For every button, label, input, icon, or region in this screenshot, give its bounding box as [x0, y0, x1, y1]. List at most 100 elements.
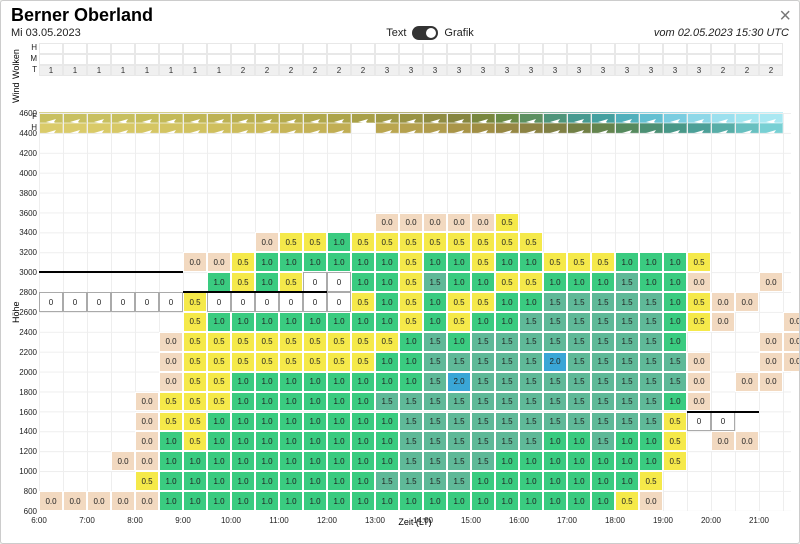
altitude-tick: 1200	[11, 447, 37, 456]
clouds-cell	[423, 43, 447, 54]
heat-cell: 1.0	[255, 491, 279, 511]
heat-cell: 1.5	[591, 332, 615, 352]
heat-cell: 0.0	[783, 352, 800, 372]
heat-cell: 0	[39, 292, 63, 312]
date-label: Mi 03.05.2023	[11, 27, 271, 39]
altitude-tick: 3000	[11, 268, 37, 277]
heat-cell: 1.0	[591, 471, 615, 491]
heat-cell: 1.5	[591, 431, 615, 451]
heat-cell: 1.0	[327, 312, 351, 332]
clouds-cell: 1	[39, 65, 63, 76]
clouds-cell	[255, 43, 279, 54]
heat-cell: 0	[279, 292, 303, 312]
heat-cell: 1.0	[543, 431, 567, 451]
altitude-tick: 3400	[11, 228, 37, 237]
heat-cell: 1.0	[495, 491, 519, 511]
heat-cell: 0.5	[351, 332, 375, 352]
heat-cell: 0.5	[399, 252, 423, 272]
heat-cell: 1.0	[351, 412, 375, 432]
heat-cell: 1.5	[495, 332, 519, 352]
heat-cell: 1.0	[231, 392, 255, 412]
heat-cell: 0.0	[399, 213, 423, 233]
clouds-cell: 3	[591, 65, 615, 76]
heat-cell: 1.5	[591, 392, 615, 412]
time-tick: 12:00	[317, 516, 337, 525]
time-tick: 11:00	[269, 516, 288, 525]
heat-cell: 1.0	[567, 272, 591, 292]
heat-cell: 1.0	[567, 471, 591, 491]
heat-cell: 0	[687, 412, 711, 432]
heat-cell: 1.0	[255, 451, 279, 471]
heat-cell: 0.0	[423, 213, 447, 233]
heat-cell: 1.0	[519, 252, 543, 272]
view-toggle[interactable]: Text Grafik	[271, 26, 589, 40]
heat-cell: 1.5	[519, 332, 543, 352]
clouds-cell	[351, 54, 375, 65]
toggle-grafik-label: Grafik	[444, 27, 473, 39]
heat-cell: 1.5	[399, 451, 423, 471]
heat-cell: 1.0	[543, 491, 567, 511]
clouds-cell: 1	[87, 65, 111, 76]
heat-cell: 1.5	[543, 392, 567, 412]
altitude-tick: 800	[11, 487, 37, 496]
heat-cell: 0.5	[183, 352, 207, 372]
clouds-cell	[183, 54, 207, 65]
heat-cell: 1.0	[207, 431, 231, 451]
heat-cell: 1.5	[639, 332, 663, 352]
heat-cell: 1.0	[351, 471, 375, 491]
heat-cell: 1.0	[639, 272, 663, 292]
heat-cell: 1.0	[615, 431, 639, 451]
heat-cell: 1.0	[663, 312, 687, 332]
heat-cell: 1.5	[423, 451, 447, 471]
heat-cell: 1.0	[375, 352, 399, 372]
heat-cell: 1.5	[471, 412, 495, 432]
heat-cell: 0.5	[447, 292, 471, 312]
clouds-cell	[207, 54, 231, 65]
heat-cell: 1.0	[327, 372, 351, 392]
heat-cell: 0.0	[735, 292, 759, 312]
time-tick: 8:00	[127, 516, 143, 525]
time-tick: 14:00	[413, 516, 433, 525]
heat-cell: 1.5	[471, 352, 495, 372]
heat-cell: 1.0	[495, 292, 519, 312]
heat-cell: 0.5	[447, 312, 471, 332]
altitude-tick: 3200	[11, 248, 37, 257]
clouds-cell	[447, 43, 471, 54]
heat-cell: 1.5	[423, 352, 447, 372]
heat-cell: 1.0	[399, 372, 423, 392]
heat-cell: 1.5	[471, 431, 495, 451]
heat-cell: 1.5	[567, 332, 591, 352]
heat-cell: 0.5	[159, 392, 183, 412]
heat-cell: 1.0	[255, 272, 279, 292]
heat-cell: 1.0	[447, 491, 471, 511]
heat-cell: 1.0	[663, 292, 687, 312]
heat-cell: 1.5	[567, 292, 591, 312]
heat-cell: 0.5	[279, 352, 303, 372]
heat-cell: 0.5	[351, 292, 375, 312]
heat-cell: 1.0	[327, 412, 351, 432]
heat-cell: 1.5	[399, 412, 423, 432]
heat-cell: 1.0	[519, 292, 543, 312]
heat-cell: 0.0	[135, 451, 159, 471]
heat-cell: 1.0	[231, 372, 255, 392]
clouds-cell: 3	[375, 65, 399, 76]
heat-cell: 1.5	[423, 372, 447, 392]
clouds-cell: 3	[495, 65, 519, 76]
close-icon[interactable]: ×	[779, 5, 791, 28]
clouds-cell: 2	[279, 65, 303, 76]
clouds-cell	[591, 43, 615, 54]
clouds-cell	[231, 43, 255, 54]
heat-cell: 1.0	[639, 451, 663, 471]
toggle-switch-icon[interactable]	[412, 26, 438, 40]
heat-cell: 1.0	[303, 252, 327, 272]
clouds-cell	[519, 43, 543, 54]
clouds-cell	[615, 43, 639, 54]
altitude-tick: 1000	[11, 467, 37, 476]
clouds-cell	[375, 54, 399, 65]
heat-cell: 0.0	[63, 491, 87, 511]
heat-cell: 0	[111, 292, 135, 312]
altitude-tick: 2600	[11, 308, 37, 317]
heat-cell: 1.0	[471, 272, 495, 292]
heat-cell: 1.5	[639, 312, 663, 332]
altitude-tick: 3800	[11, 189, 37, 198]
